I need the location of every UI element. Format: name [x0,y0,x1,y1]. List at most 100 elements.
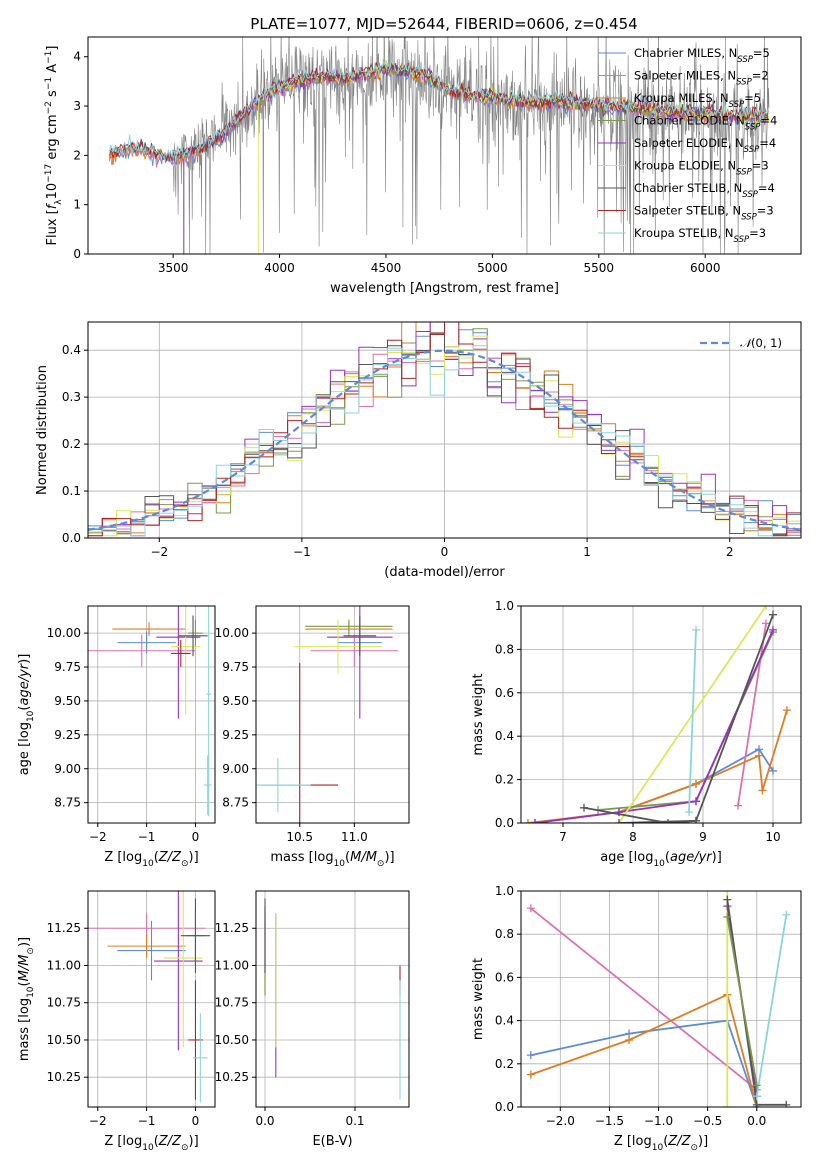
x-tick-label: 5500 [584,261,615,275]
y-tick-label: 0.4 [62,343,81,357]
label-part: =4 [760,114,777,128]
series-marker [524,819,532,823]
y-tick-label: 0.6 [495,970,514,984]
x-tick-label: 0 [441,545,449,559]
y-tick-label: 0.4 [495,1014,514,1028]
x-tick-label: 9 [699,830,707,844]
spectrum-panel: 3500 4000 4500 5000 5500 6000 0 1 2 3 4 Chabrier MI… [44,36,802,296]
histogram-kroupa-stelib [88,345,801,537]
label-part: age [log [600,850,653,865]
y-tick-label: 11.00 [47,958,81,972]
y-tick-label: 8.75 [222,796,249,810]
series-marker [685,808,693,817]
x-axis-label: E(B-V) [312,1134,352,1149]
series-marker [734,801,742,810]
label-part: mass [log [17,998,32,1061]
label-part: age [log [17,722,32,775]
axes-frame [255,605,410,824]
label-part: 10 [26,710,36,722]
label-part: SSP [741,213,757,223]
y-tick-label: 11.25 [47,921,81,935]
label-part: Z/Z [158,1134,182,1149]
spectrum-data-group [108,37,770,254]
series-marker [723,891,732,895]
label-part: Salpeter STELIB, N [634,204,741,218]
y-tick-label: 8.75 [54,796,81,810]
x-tick-label: 1 [583,545,591,559]
x-axis-label: (data-model)/error [384,565,505,580]
series-marker [692,816,700,823]
errorbar-group [264,898,401,1100]
label-part: SSP [736,168,752,178]
label-part: SSP [736,78,752,88]
label-part: ( [17,981,32,986]
series-marker [526,1051,535,1060]
axes-frame [520,605,802,824]
label-part: =3 [749,226,766,240]
label-part: )] [189,850,199,865]
label-part: ] [45,46,60,51]
x-tick-label: 6000 [690,261,721,275]
label-part: Z [log [104,850,142,865]
label-part: SSP [734,235,750,245]
label-part: M/M [17,955,32,982]
label-part: Z [log [614,1134,652,1149]
series-marker [580,803,588,812]
label-part: A [45,64,60,77]
label-part: Salpeter MILES, N [634,69,736,83]
y-tick-label: 0.6 [495,686,514,700]
label-part: Kroupa MILES, N [634,91,729,105]
x-axis-label: mass [log10(M/M⊙)] [270,850,394,869]
label-part: =5 [753,46,770,60]
axes-frame [87,605,216,824]
label-part: =5 [744,91,761,105]
axes-frame [520,890,802,1108]
series-marker [769,625,777,634]
label-part: Flux [ [45,209,60,245]
x-tick-label: −1.0 [644,1114,673,1128]
legend-entry: Chabrier STELIB, NSSP=4 [634,181,775,200]
x-tick-label: 0.0 [747,1114,766,1128]
series-line-chabrier-stelib [583,806,697,823]
y-axis-label: mass weight [471,673,486,755]
y-tick-label: 0.0 [495,816,514,830]
legend-entry: Salpeter ELODIE, NSSP=4 [634,136,776,155]
label-part: =4 [758,181,775,195]
y-tick-label: 11.00 [215,958,249,972]
y-tick-label: 2 [73,148,81,162]
y-tick-label: 0 [73,247,81,261]
label-part: SSP [737,55,753,65]
series-marker [783,706,791,715]
label-part: −1 [44,77,54,90]
histogram-chabrier-stelib [88,332,801,535]
label-part: )] [384,850,394,865]
legend-entry: Kroupa ELODIE, NSSP=3 [634,159,769,178]
y-tick-label: 9.50 [222,694,249,708]
label-part: f [45,202,60,209]
x-tick-label: 0 [192,830,200,844]
label-part: 10 [653,859,665,869]
series-marker [752,1092,761,1101]
legend-entry: 𝒩(0, 1) [740,336,782,350]
normal-curve [88,349,801,531]
label-part: mass [log [270,850,333,865]
x-tick-label: 7 [559,830,567,844]
label-part: =3 [757,204,774,218]
y-tick-label: 10.25 [47,1070,81,1084]
y-tick-label: 4 [73,50,81,64]
label-part: ( [154,1134,159,1149]
label-part: =3 [752,159,769,173]
y-tick-label: 10.75 [47,996,81,1010]
label-part: Z/Z [667,1134,691,1149]
x-tick-label: 0 [192,1114,200,1128]
weight-vs-Z-panel: −2.0 −1.5 −1.0 −0.5 0.0 0.0 0.2 0.4 0.6 0.8 1.0 Z [… [471,884,802,1153]
label-part: M/M [350,850,377,865]
series-line-chabrier-miles [530,1019,758,1107]
x-tick-label: 2 [726,545,734,559]
x-axis-label: Z [log10(Z/Z⊙)] [614,1134,708,1153]
y-tick-label: 1.0 [495,884,514,898]
label-part: =4 [759,136,776,150]
